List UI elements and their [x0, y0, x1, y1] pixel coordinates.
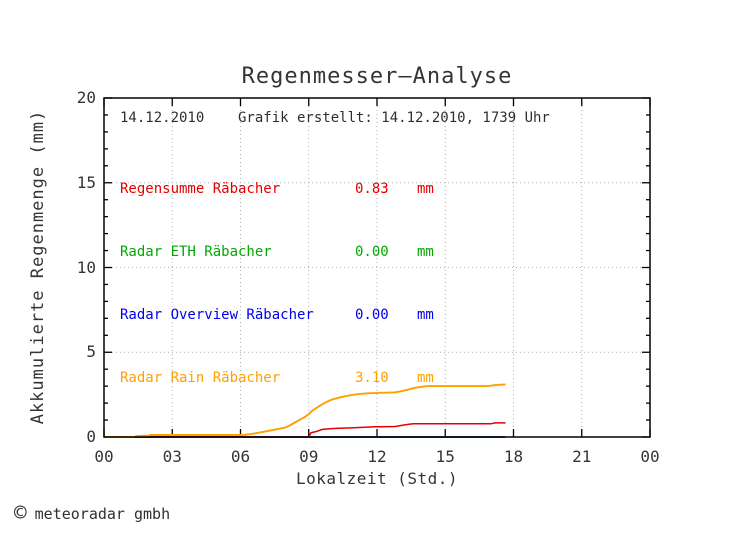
- legend-series-name: Radar Overview Räbacher: [120, 307, 314, 323]
- legend-series-value: 3.10: [355, 370, 389, 386]
- legend-series-name: Regensumme Räbacher: [120, 181, 281, 197]
- y-tick-label: 0: [86, 427, 96, 446]
- copyright: © meteoradar gmbh: [14, 503, 170, 524]
- x-tick-label: 06: [230, 447, 251, 466]
- y-tick-label: 20: [76, 88, 96, 107]
- copyright-name: meteoradar gmbh: [34, 504, 171, 523]
- legend-series-unit: mm: [417, 181, 434, 197]
- legend: Regensumme Räbacher 0.83 mm Radar ETH Räba…: [120, 137, 434, 410]
- y-tick-label: 10: [76, 257, 96, 277]
- legend-series-value: 0.00: [355, 307, 389, 323]
- copyright-icon: ©: [14, 501, 27, 525]
- x-tick-label: 03: [162, 447, 182, 466]
- legend-series-value: 0.00: [355, 244, 389, 260]
- header-line: 14.12.2010 Grafik erstellt: 14.12.2010, 1…: [120, 110, 550, 126]
- x-tick-label: 12: [367, 447, 387, 466]
- chart-title: Regenmesser—Analyse: [241, 64, 513, 89]
- legend-row-radar-eth: Radar ETH Räbacher 0.00 mm: [120, 242, 434, 263]
- x-tick-label: 00: [94, 447, 114, 466]
- series-line-regensumme-r-bacher: [104, 422, 506, 438]
- plot-frame: [103, 97, 651, 438]
- y-axis-label: Akkumulierte Regenmenge (mm): [28, 109, 48, 425]
- legend-row-radar-rain: Radar Rain Räbacher 3.10 mm: [120, 368, 434, 389]
- x-axis-label: Lokalzeit (Std.): [295, 469, 459, 488]
- legend-series-value: 0.83: [355, 181, 389, 197]
- legend-series-name: Radar ETH Räbacher: [120, 244, 272, 260]
- x-tick-label: 18: [503, 447, 524, 466]
- header-created: Grafik erstellt: 14.12.2010, 1739 Uhr: [238, 110, 550, 126]
- header-date: 14.12.2010: [120, 110, 205, 126]
- legend-series-unit: mm: [417, 370, 434, 386]
- x-tick-label: 15: [435, 447, 455, 466]
- legend-series-name: Radar Rain Räbacher: [120, 370, 281, 386]
- x-tick-label: 00: [640, 447, 660, 466]
- legend-row-radar-overview: Radar Overview Räbacher 0.00 mm: [120, 305, 434, 326]
- legend-series-unit: mm: [417, 244, 434, 260]
- x-tick-label: 21: [572, 447, 592, 466]
- series-line-radar-rain-r-bacher: [104, 383, 506, 438]
- x-tick-label: 09: [299, 447, 319, 466]
- legend-row-regensumme: Regensumme Räbacher 0.83 mm: [120, 179, 434, 200]
- y-tick-label: 5: [86, 342, 96, 362]
- y-tick-label: 15: [76, 172, 96, 192]
- legend-series-unit: mm: [417, 307, 434, 323]
